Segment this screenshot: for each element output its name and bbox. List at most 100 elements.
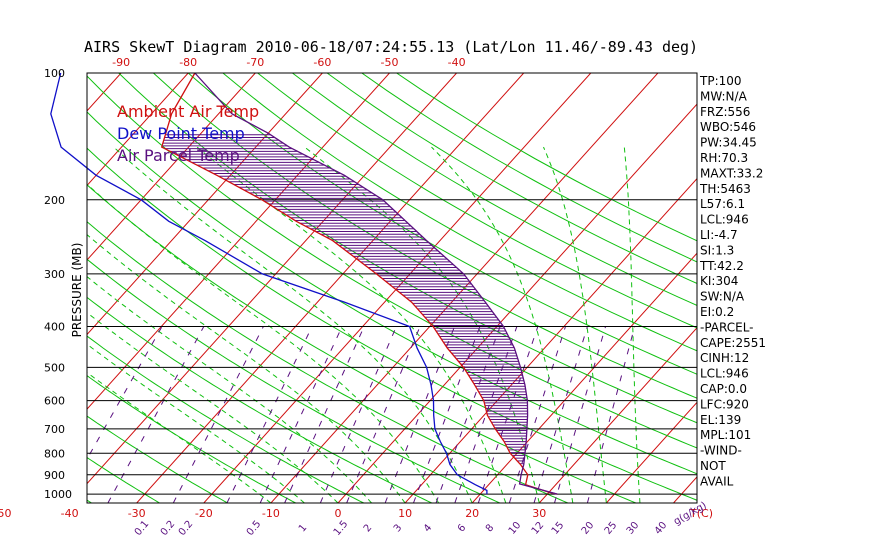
mixing-ratio-line: [259, 326, 343, 503]
mixing-ratio-label: 8: [484, 522, 497, 534]
moist-adiabat-line: [113, 146, 473, 503]
mixing-ratio-line: [172, 326, 264, 503]
mixing-ratio-label: 1: [297, 522, 310, 534]
mixing-ratio-line: [284, 326, 365, 503]
top-temp-tick-label: -90: [112, 56, 130, 69]
mixing-ratio-line: [107, 326, 205, 503]
index-value: MAXT:33.2: [700, 166, 763, 180]
mixing-ratio-line: [87, 326, 163, 461]
mixing-ratio-line: [319, 326, 397, 503]
bottom-temp-tick-label: -40: [61, 507, 79, 520]
mixing-ratio-label: 30: [625, 520, 642, 537]
index-value: SI:1.3: [700, 243, 734, 257]
mixing-ratio-label: 1.5: [332, 519, 351, 538]
mixing-ratio-line: [384, 326, 456, 503]
chart-title: AIRS SkewT Diagram 2010-06-18/07:24:55.1…: [84, 38, 699, 56]
mixing-ratio-line: [508, 326, 566, 503]
mixing-ratio-label: 0.1: [133, 519, 152, 538]
mixing-ratio-line: [554, 326, 607, 503]
dry-adiabat-line: [118, 73, 697, 424]
pressure-tick-label: 200: [44, 194, 65, 207]
dry-adiabat-line: [87, 296, 433, 503]
dry-adiabat-line: [361, 73, 697, 263]
index-value: MW:N/A: [700, 89, 748, 103]
bottom-temp-tick-label: 10: [398, 507, 412, 520]
series-line-2: [50, 72, 488, 495]
mixing-ratio-label: 25: [603, 520, 620, 537]
bottom-temp-tick-label: -50: [0, 507, 11, 520]
index-value: EI:0.2: [700, 305, 734, 319]
index-value: SW:N/A: [700, 290, 745, 304]
index-value: TH:5463: [699, 182, 751, 196]
index-value: LFC:920: [700, 397, 749, 411]
moist-adiabat-line: [87, 183, 440, 503]
dry-adiabat-line: [87, 221, 569, 503]
pressure-tick-label: 900: [44, 469, 65, 482]
mixing-ratio-line: [226, 326, 313, 503]
index-value: -PARCEL-: [700, 320, 754, 334]
isotherm-line: [337, 103, 697, 503]
mixing-ratio-label: 20: [580, 520, 597, 537]
mixing-ratio-line: [533, 326, 588, 503]
pressure-tick-label: 300: [44, 268, 65, 281]
mixing-ratio-label: 0.2: [159, 519, 178, 538]
bottom-temp-tick-label: 20: [465, 507, 479, 520]
index-value: NOT: [700, 459, 726, 473]
pressure-tick-label: 500: [44, 361, 65, 374]
dry-adiabat-line: [326, 73, 697, 285]
isotherm-line: [471, 252, 697, 503]
index-value: PW:34.45: [700, 136, 757, 150]
top-temp-tick-label: -40: [448, 56, 466, 69]
mixing-ratio-label: 2: [362, 522, 375, 534]
isotherm-line: [87, 73, 122, 112]
isotherm-line: [87, 73, 457, 485]
dry-adiabat-line: [87, 184, 637, 503]
series-line-3: [194, 72, 558, 495]
dry-adiabat-line: [153, 73, 697, 399]
index-value: AVAIL: [700, 474, 734, 488]
index-value: KI:304: [700, 274, 738, 288]
mixing-ratio-label: 0.5: [245, 519, 264, 538]
isotherm-line: [0, 73, 54, 503]
index-value: TP:100: [699, 74, 742, 88]
index-value: LCL:946: [700, 367, 749, 381]
index-value: MPL:101: [700, 428, 751, 442]
mixing-ratio-label: 4: [422, 522, 435, 534]
plot-frame: [86, 72, 698, 504]
top-temp-tick-label: -80: [179, 56, 197, 69]
pressure-tick-label: 800: [44, 447, 65, 460]
moist-adiabat-line: [304, 146, 540, 503]
dry-adiabat-line: [87, 258, 501, 503]
bottom-temp-tick-label: 0: [335, 507, 342, 520]
isotherm-line: [404, 177, 697, 503]
mixing-ratio-label: 10: [507, 520, 524, 537]
isotherm-line: [87, 73, 189, 187]
mixing-ratio-line: [346, 326, 421, 503]
index-value: LCL:946: [700, 213, 749, 227]
dry-adiabat-line: [87, 335, 365, 503]
dry-adiabat-line: [222, 73, 697, 352]
pressure-tick-label: 1000: [44, 488, 72, 501]
pressure-tick-label: 400: [44, 321, 65, 334]
bottom-temp-tick-label: -20: [195, 507, 213, 520]
mixing-ratio-label: 6: [456, 522, 469, 534]
mixing-ratio-line: [477, 326, 539, 503]
bottom-temp-tick-label: -10: [262, 507, 280, 520]
mixing-ratio-label: 15: [550, 520, 567, 537]
legend-entry: Ambient Air Temp: [117, 102, 259, 121]
legend-entry: Air Parcel Temp: [117, 146, 240, 165]
index-value: CINH:12: [700, 351, 749, 365]
dry-adiabat-line: [257, 73, 697, 329]
isotherm-line: [87, 73, 390, 410]
index-value: EL:139: [700, 413, 741, 427]
mixing-ratio-line: [586, 326, 636, 503]
pressure-tick-label: 100: [44, 67, 65, 80]
index-value: FRZ:556: [700, 105, 750, 119]
dry-adiabat-line: [87, 111, 697, 475]
index-value: CAP:0.0: [700, 382, 747, 396]
bottom-temp-tick-label: 30: [532, 507, 546, 520]
dry-adiabat-line: [187, 73, 697, 375]
isotherm-line: [87, 73, 256, 261]
top-temp-tick-label: -70: [246, 56, 264, 69]
